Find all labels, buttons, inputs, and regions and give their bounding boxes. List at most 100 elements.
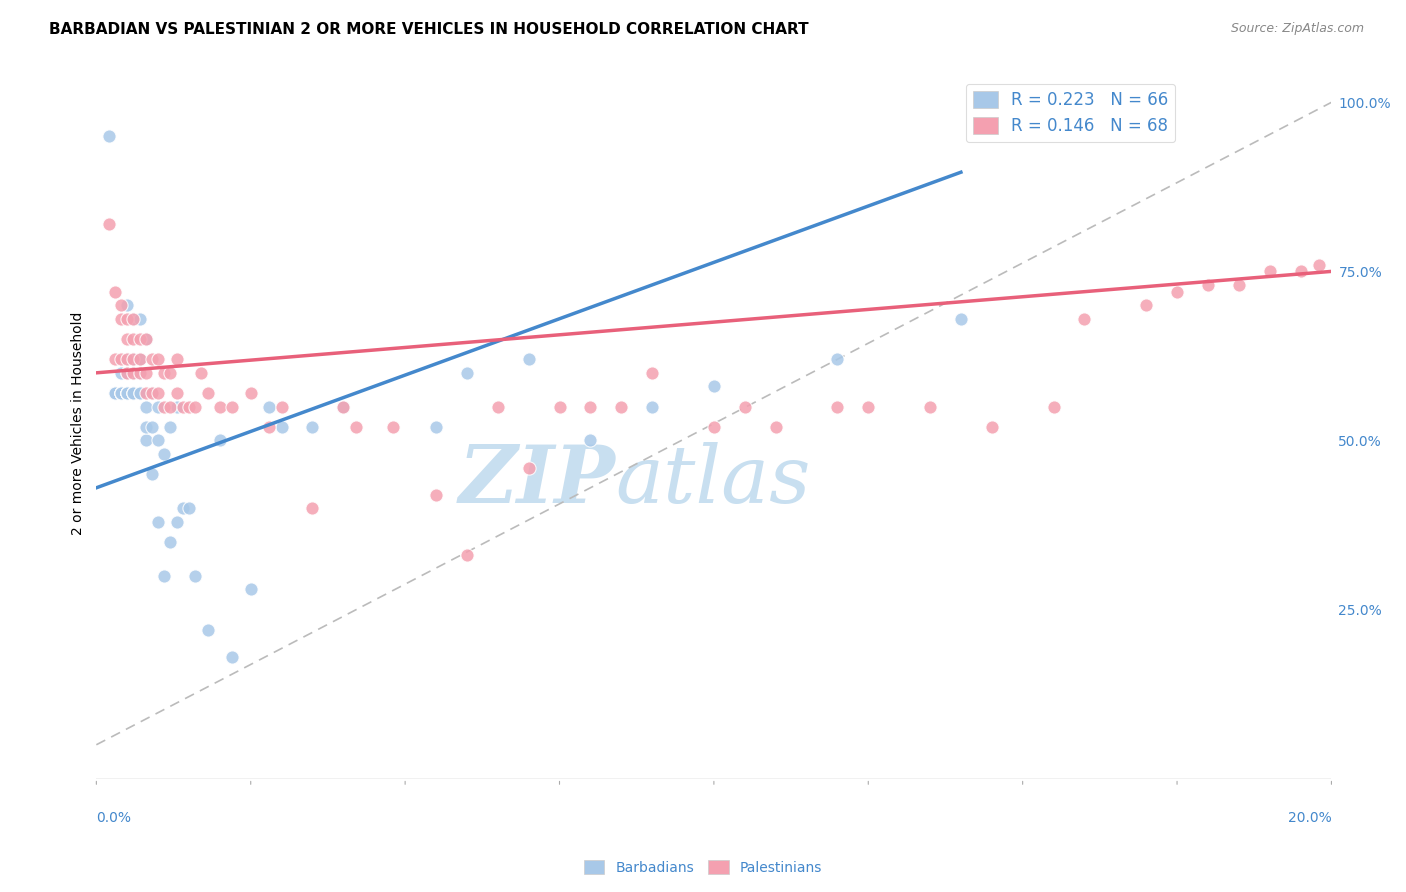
Point <box>177 400 200 414</box>
Point <box>122 352 145 367</box>
Point <box>97 217 120 231</box>
Point <box>115 366 138 380</box>
Point <box>122 366 145 380</box>
Point <box>425 420 447 434</box>
Point <box>115 386 138 401</box>
Point <box>110 298 132 312</box>
Point <box>517 352 540 367</box>
Point <box>166 352 188 367</box>
Point <box>949 311 972 326</box>
Point <box>135 366 157 380</box>
Point <box>104 285 127 299</box>
Point <box>486 400 509 414</box>
Point <box>703 379 725 393</box>
Point <box>146 400 169 414</box>
Point <box>146 352 169 367</box>
Point <box>1197 277 1219 292</box>
Point <box>115 298 138 312</box>
Point <box>858 400 880 414</box>
Point <box>1308 258 1330 272</box>
Point <box>166 515 188 529</box>
Point <box>110 311 132 326</box>
Point <box>110 386 132 401</box>
Legend: R = 0.223   N = 66, R = 0.146   N = 68: R = 0.223 N = 66, R = 0.146 N = 68 <box>966 84 1175 142</box>
Point <box>128 386 150 401</box>
Text: Source: ZipAtlas.com: Source: ZipAtlas.com <box>1230 22 1364 36</box>
Point <box>172 400 194 414</box>
Point <box>641 400 664 414</box>
Point <box>122 386 145 401</box>
Point <box>1289 264 1312 278</box>
Point <box>579 400 602 414</box>
Point <box>159 366 181 380</box>
Point <box>159 534 181 549</box>
Point <box>122 311 145 326</box>
Point <box>1135 298 1157 312</box>
Point <box>146 515 169 529</box>
Point <box>110 386 132 401</box>
Point <box>141 386 163 401</box>
Point <box>332 400 354 414</box>
Point <box>344 420 367 434</box>
Point <box>135 332 157 346</box>
Point <box>128 366 150 380</box>
Point <box>104 386 127 401</box>
Point <box>980 420 1002 434</box>
Point <box>159 420 181 434</box>
Point <box>456 366 478 380</box>
Point <box>456 549 478 563</box>
Point <box>184 568 207 582</box>
Point <box>115 332 138 346</box>
Point <box>610 400 633 414</box>
Text: ZIP: ZIP <box>458 442 614 519</box>
Text: 20.0%: 20.0% <box>1288 811 1331 824</box>
Point <box>177 501 200 516</box>
Point <box>166 386 188 401</box>
Point <box>146 386 169 401</box>
Point <box>259 420 281 434</box>
Text: BARBADIAN VS PALESTINIAN 2 OR MORE VEHICLES IN HOUSEHOLD CORRELATION CHART: BARBADIAN VS PALESTINIAN 2 OR MORE VEHIC… <box>49 22 808 37</box>
Point <box>128 332 150 346</box>
Y-axis label: 2 or more Vehicles in Household: 2 or more Vehicles in Household <box>72 312 86 535</box>
Point <box>135 332 157 346</box>
Point <box>110 366 132 380</box>
Point <box>579 434 602 448</box>
Point <box>1042 400 1064 414</box>
Point <box>128 311 150 326</box>
Point <box>270 400 292 414</box>
Point <box>221 649 243 664</box>
Point <box>135 400 157 414</box>
Point <box>115 386 138 401</box>
Point <box>115 366 138 380</box>
Point <box>1166 285 1188 299</box>
Point <box>703 420 725 434</box>
Point <box>110 386 132 401</box>
Point <box>104 352 127 367</box>
Point <box>135 420 157 434</box>
Point <box>184 400 207 414</box>
Point <box>734 400 756 414</box>
Text: atlas: atlas <box>614 442 810 519</box>
Point <box>239 582 262 597</box>
Point <box>115 386 138 401</box>
Point <box>1227 277 1250 292</box>
Point <box>122 311 145 326</box>
Legend: Barbadians, Palestinians: Barbadians, Palestinians <box>578 855 828 880</box>
Point <box>208 400 231 414</box>
Point <box>153 400 176 414</box>
Point <box>159 400 181 414</box>
Point <box>301 501 323 516</box>
Point <box>381 420 404 434</box>
Point <box>104 386 127 401</box>
Point <box>122 366 145 380</box>
Point <box>190 366 212 380</box>
Point <box>128 386 150 401</box>
Point <box>135 386 157 401</box>
Point <box>115 311 138 326</box>
Point <box>259 400 281 414</box>
Point <box>104 386 127 401</box>
Point <box>97 129 120 144</box>
Point <box>146 434 169 448</box>
Point <box>141 386 163 401</box>
Point <box>332 400 354 414</box>
